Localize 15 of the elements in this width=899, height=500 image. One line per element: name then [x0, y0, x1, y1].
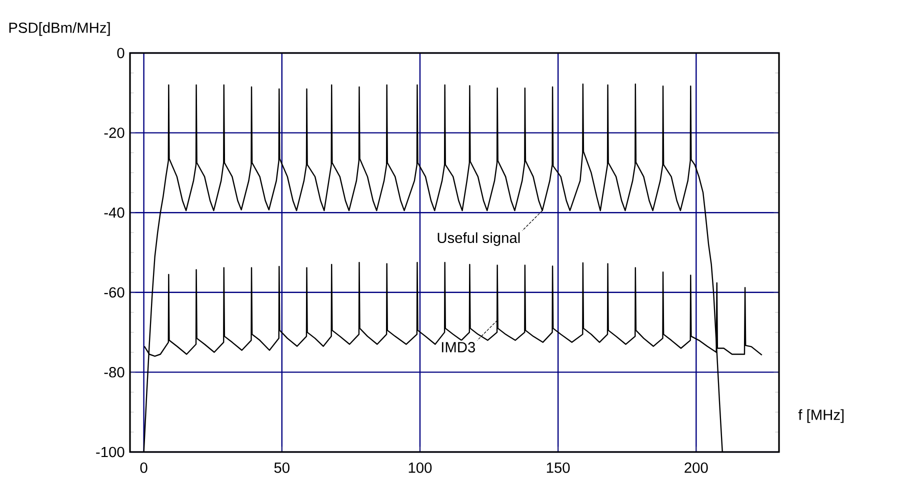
x-axis-title: f [MHz]	[798, 409, 844, 423]
y-tick-label: -60	[104, 287, 124, 298]
y-tick-label: -100	[96, 446, 124, 458]
x-tick-label: 100	[408, 462, 432, 473]
x-tick-label: 200	[684, 462, 708, 473]
y-tick-label: 0	[117, 48, 124, 58]
y-tick-label: -20	[104, 128, 124, 138]
x-tick-label: 150	[546, 462, 570, 473]
y-axis-title: PSD[dBm/MHz]	[9, 22, 110, 36]
x-tick-label: 0	[140, 462, 148, 473]
y-tick-label: -40	[104, 207, 124, 218]
annotation: Useful signal	[438, 232, 520, 246]
x-tick-label: 50	[274, 462, 290, 473]
y-tick-label: -80	[104, 367, 124, 378]
annotation: IMD3	[442, 342, 475, 352]
